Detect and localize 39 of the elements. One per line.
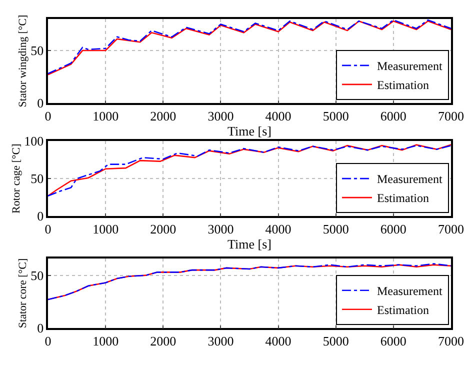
x-tick-label: 6000: [380, 221, 406, 236]
y-tick-label: 50: [30, 43, 44, 58]
y-tick-label: 100: [24, 134, 44, 149]
x-tick-label: 2000: [150, 108, 176, 124]
x-tick-label: 1000: [92, 221, 119, 236]
x-tick-label: 1000: [92, 108, 119, 124]
x-tick-label: 5000: [322, 108, 349, 124]
x-tick-label: 1000: [92, 333, 119, 348]
y-axis-title: Rotor cage [°C]: [10, 144, 22, 214]
legend-label: Measurement: [376, 172, 443, 186]
y-tick-label: 0: [37, 208, 44, 224]
legend-label: Measurement: [376, 284, 443, 298]
legend-label: Measurement: [376, 59, 443, 74]
x-tick-label: 2000: [150, 333, 176, 348]
x-tick-label: 4000: [265, 108, 292, 124]
x-tick-label: 5000: [322, 221, 349, 236]
x-tick-label: 3000: [208, 333, 234, 348]
x-tick-label: 4000: [265, 221, 292, 236]
x-tick-label: 6000: [380, 333, 406, 348]
legend-label: Estimation: [376, 303, 429, 318]
y-tick-label: 0: [37, 320, 44, 336]
legend-label: Estimation: [376, 78, 429, 92]
y-tick-label: 50: [30, 268, 44, 283]
x-tick-label: 3000: [208, 221, 234, 236]
x-tick-label: 4000: [265, 333, 292, 348]
y-axis-title: Stator core [°C]: [16, 258, 29, 328]
legend-label: Estimation: [376, 191, 429, 206]
x-axis-title: Time [s]: [228, 123, 272, 138]
x-tick-label: 7000: [438, 333, 464, 348]
y-axis-title: Stator wingding [°C]: [16, 14, 29, 108]
x-axis-title: Time [s]: [228, 236, 272, 252]
x-tick-label: 3000: [208, 108, 234, 124]
y-tick-label: 0: [37, 96, 44, 111]
x-tick-label: 7000: [438, 221, 464, 236]
x-tick-label: 5000: [322, 333, 349, 348]
x-tick-label: 7000: [438, 108, 464, 124]
y-tick-label: 50: [30, 171, 44, 186]
x-tick-label: 2000: [150, 221, 176, 236]
x-tick-label: 6000: [380, 108, 406, 124]
